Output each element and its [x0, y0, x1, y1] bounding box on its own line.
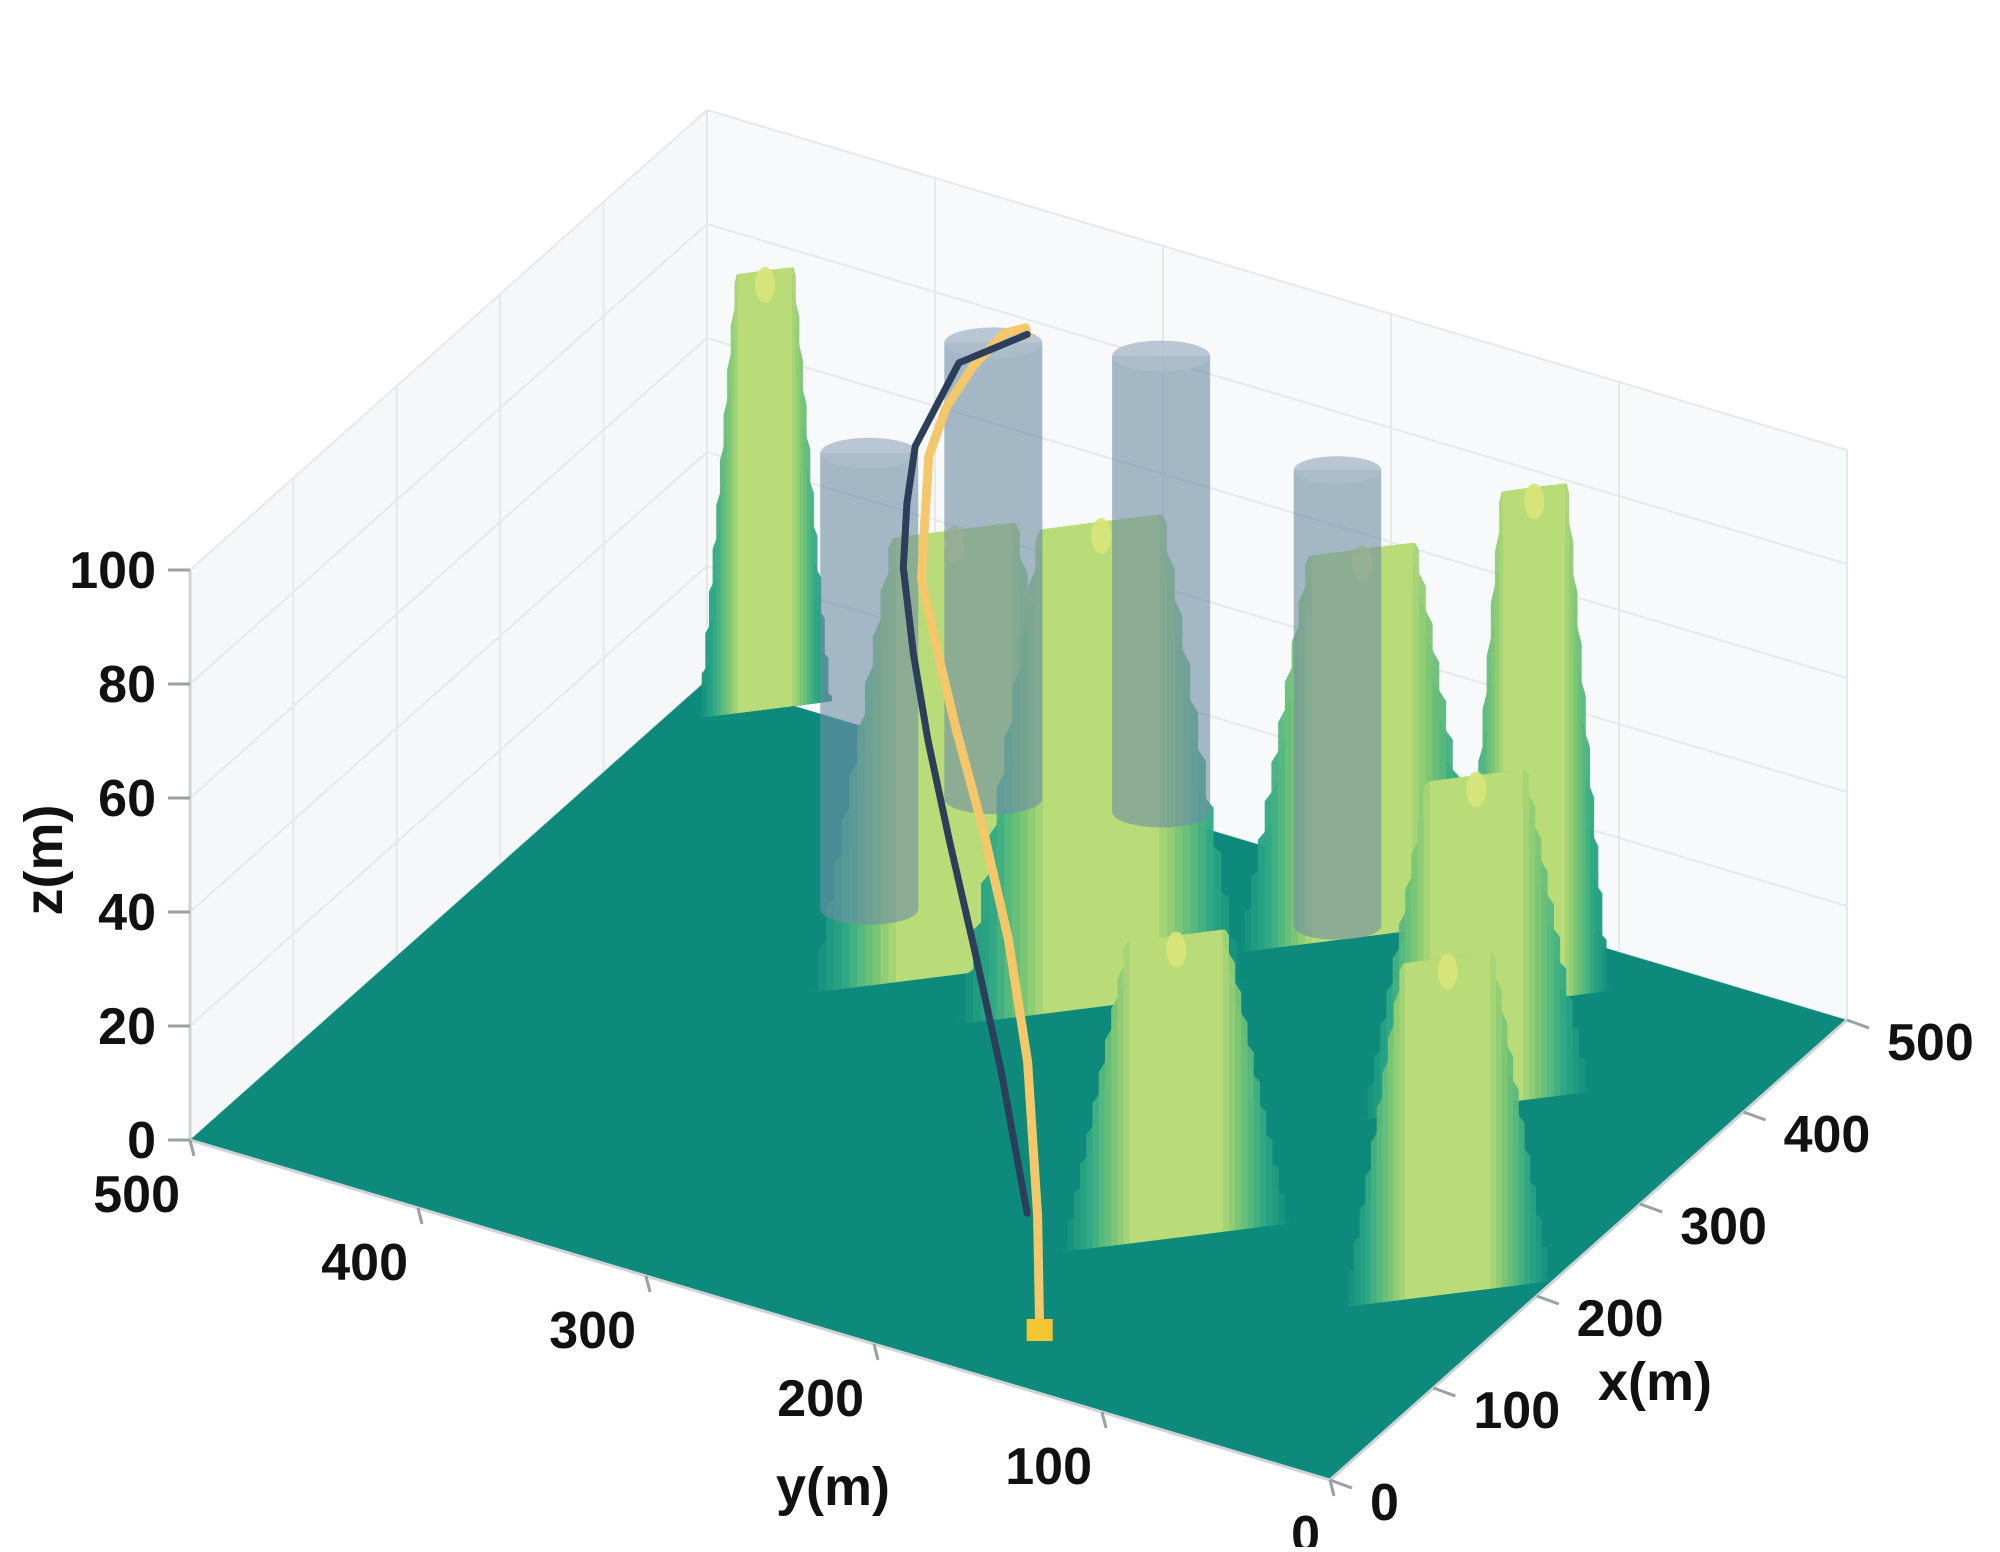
peak-1 — [698, 266, 832, 718]
z-tick-label: 40 — [98, 884, 156, 942]
y-tick-label: 500 — [93, 1166, 180, 1224]
x-tick — [1743, 1110, 1767, 1122]
x-tick — [1639, 1202, 1663, 1214]
y-tick-label: 100 — [1005, 1438, 1092, 1496]
peak-layer — [1405, 952, 1491, 1300]
y-tick — [188, 1139, 196, 1157]
flight-paths — [899, 323, 1053, 1341]
x-tick-label: 300 — [1680, 1198, 1767, 1256]
x-tick-label: 0 — [1370, 1474, 1399, 1532]
y-tick — [644, 1275, 652, 1293]
x-tick-label: 500 — [1887, 1014, 1974, 1072]
back-wall-y — [190, 110, 707, 1140]
cylinder-body — [820, 453, 919, 925]
cylinder-top — [1293, 456, 1382, 484]
x-tick — [1432, 1386, 1456, 1398]
peak-8 — [1342, 952, 1553, 1308]
peak-layer — [1129, 929, 1223, 1244]
z-axis-title: z(m) — [14, 805, 74, 916]
axes: 0100200300400500010020030040050002040608… — [14, 542, 1974, 1552]
y-tick-label: 0 — [1291, 1506, 1320, 1547]
y-axis-title: y(m) — [776, 1457, 890, 1517]
y-tick — [416, 1207, 424, 1225]
cylinder-body — [1112, 356, 1211, 828]
x-tick — [1329, 1478, 1353, 1490]
obstacles — [820, 327, 1382, 940]
cylinder-body — [1293, 470, 1382, 940]
x-axis-line — [1329, 1018, 1848, 1482]
cylinder-1 — [820, 437, 919, 925]
z-tick-label: 20 — [98, 998, 156, 1056]
peak-7 — [1061, 929, 1292, 1252]
start-marker — [1026, 1319, 1053, 1341]
x-tick-label: 100 — [1473, 1382, 1560, 1440]
y-tick-label: 400 — [321, 1234, 408, 1292]
z-tick-label: 60 — [98, 770, 156, 828]
cylinder-top — [1112, 340, 1211, 372]
path-series-2 — [899, 330, 1031, 1217]
peak-layer — [738, 267, 793, 713]
peak-apex — [1166, 931, 1187, 968]
cylinder-body — [944, 342, 1043, 815]
x-tick — [1536, 1294, 1560, 1306]
x-axis-title: x(m) — [1598, 1352, 1712, 1412]
cylinder-top — [820, 437, 919, 469]
cylinder-4 — [1293, 456, 1382, 940]
peak-apex — [1091, 517, 1112, 554]
y-tick-label: 200 — [777, 1370, 864, 1428]
peak-apex — [755, 266, 776, 303]
z-tick-label: 100 — [69, 542, 156, 600]
y-tick-label: 300 — [549, 1302, 636, 1360]
x-tick — [1846, 1018, 1870, 1030]
peak-apex — [1437, 953, 1458, 990]
peak-apex — [1524, 483, 1545, 520]
peak-apex — [1466, 771, 1487, 808]
y-tick — [1100, 1411, 1108, 1429]
z-tick-label: 0 — [127, 1112, 156, 1170]
z-tick-label: 80 — [98, 656, 156, 714]
x-tick-label: 200 — [1577, 1290, 1664, 1348]
y-tick — [872, 1343, 880, 1361]
y-axis-line — [189, 1138, 1331, 1482]
y-tick — [1328, 1479, 1336, 1497]
cylinder-3 — [1112, 340, 1211, 828]
x-tick-label: 400 — [1784, 1106, 1871, 1164]
